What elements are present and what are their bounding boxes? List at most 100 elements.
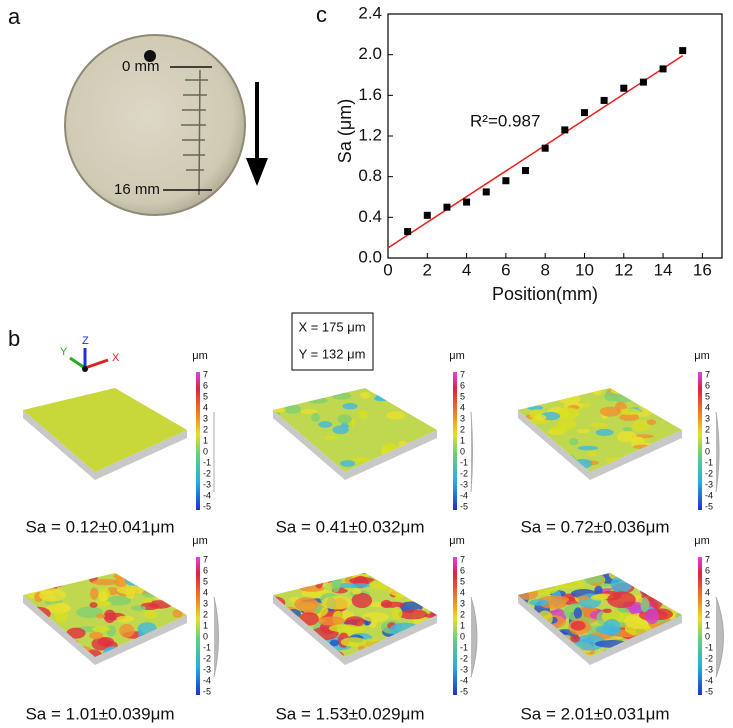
- surface-feature: [345, 616, 365, 627]
- surface-feature: [518, 403, 523, 411]
- surface-feature: [570, 635, 581, 643]
- surface-feature: [60, 573, 75, 575]
- surface-feature: [45, 573, 58, 578]
- surface-feature: [665, 388, 677, 399]
- surface-feature: [646, 642, 674, 650]
- colorbar-tick-label: 3: [203, 413, 208, 423]
- colorbar-tick-label: -1: [203, 457, 211, 467]
- colorbar: [453, 372, 457, 510]
- surface-feature: [643, 573, 653, 576]
- surface-feature: [634, 469, 658, 472]
- surface-feature: [332, 573, 342, 588]
- surface-feature: [425, 577, 437, 591]
- surface-feature: [611, 394, 634, 403]
- distribution: [470, 411, 473, 493]
- caption: Sa = 2.01±0.031μm: [520, 704, 669, 723]
- surface-feature: [79, 573, 105, 576]
- colorbar-tick-label: -5: [203, 686, 211, 696]
- surface-feature: [518, 637, 533, 644]
- surface-feature: [421, 577, 437, 592]
- surface-feature: [617, 649, 648, 657]
- surface-feature: [318, 421, 333, 428]
- mark-label: 16 mm: [114, 181, 160, 198]
- surface-feature: [564, 392, 578, 398]
- distribution: [470, 596, 478, 678]
- surface-feature: [362, 611, 389, 622]
- surface-feature: [321, 595, 353, 610]
- surface-feature: [179, 573, 187, 579]
- data-point: [522, 167, 530, 175]
- surface-feature: [25, 655, 52, 657]
- surface-feature: [399, 463, 411, 468]
- surface-feature: [413, 584, 430, 594]
- colorbar-tick-label: 7: [460, 369, 465, 379]
- surface-feature: [30, 629, 49, 644]
- data-point: [443, 203, 451, 211]
- colorbar-tick-label: 1: [460, 620, 465, 630]
- colorbar-tick-label: 4: [203, 402, 208, 412]
- surface-feature: [583, 573, 604, 584]
- surface-feature: [543, 578, 552, 589]
- surface-feature: [651, 642, 676, 657]
- surface-feature: [550, 425, 567, 434]
- distribution: [715, 411, 720, 493]
- colorbar-unit: μm: [694, 350, 710, 362]
- surface-feature: [376, 653, 392, 657]
- surface-feature: [639, 396, 660, 405]
- surface-feature: [176, 634, 187, 642]
- surface-feature: [619, 573, 649, 582]
- surface-feature: [645, 608, 659, 625]
- axis-triad: [69, 348, 109, 372]
- x-tick-label: 8: [540, 260, 549, 279]
- colorbar-tick-label: 3: [460, 413, 465, 423]
- surface-feature: [646, 419, 657, 425]
- surface-feature: [673, 634, 682, 639]
- surface-feature: [616, 431, 637, 443]
- surface-feature: [143, 609, 157, 620]
- surface-feature: [518, 388, 525, 400]
- colorbar-tick-label: -3: [705, 479, 713, 489]
- y-tick-label: 2.0: [358, 44, 382, 63]
- surface-feature: [23, 573, 43, 577]
- colorbar-tick-label: 5: [460, 576, 465, 586]
- surface-feature: [640, 654, 673, 657]
- x-tick-label: 16: [693, 260, 712, 279]
- surface-feature: [103, 609, 116, 623]
- colorbar-tick-label: 1: [203, 435, 208, 445]
- colorbar-tick-label: 6: [705, 380, 710, 390]
- surface-feature: [358, 410, 368, 420]
- colorbar-tick-label: 0: [203, 631, 208, 641]
- surface-feature: [661, 648, 674, 657]
- surface-feature: [393, 645, 419, 657]
- surface-feature: [416, 573, 437, 579]
- surface-feature: [534, 396, 547, 405]
- surface-feature: [277, 573, 306, 578]
- surface-feature: [529, 599, 549, 606]
- colorbar-tick-label: -4: [705, 490, 713, 500]
- surface-feature: [665, 579, 682, 587]
- data-point: [561, 126, 569, 134]
- surface-feature: [419, 657, 431, 661]
- surface-feature: [558, 394, 581, 404]
- colorbar-tick-label: 4: [460, 402, 465, 412]
- surface-feature: [23, 633, 31, 646]
- arrow-head: [246, 158, 268, 186]
- colorbar-tick-label: -3: [203, 479, 211, 489]
- colorbar-tick-label: 4: [460, 587, 465, 597]
- surface-feature: [406, 397, 416, 403]
- data-point: [482, 188, 490, 196]
- surface-feature: [328, 624, 360, 633]
- colorbar-tick-label: -2: [203, 653, 211, 663]
- tile-side: [273, 410, 437, 480]
- surface-feature: [425, 573, 437, 578]
- surface-feature: [380, 599, 392, 609]
- surface-feature: [518, 578, 542, 586]
- surface-feature: [23, 654, 36, 657]
- colorbar-tick-label: -3: [203, 664, 211, 674]
- surface-feature: [594, 585, 603, 596]
- surface-feature: [629, 653, 641, 657]
- colorbar-tick-label: -3: [705, 664, 713, 674]
- surface-feature: [415, 586, 437, 601]
- annotation: R²=0.987: [470, 111, 540, 130]
- surface-feature: [350, 583, 371, 588]
